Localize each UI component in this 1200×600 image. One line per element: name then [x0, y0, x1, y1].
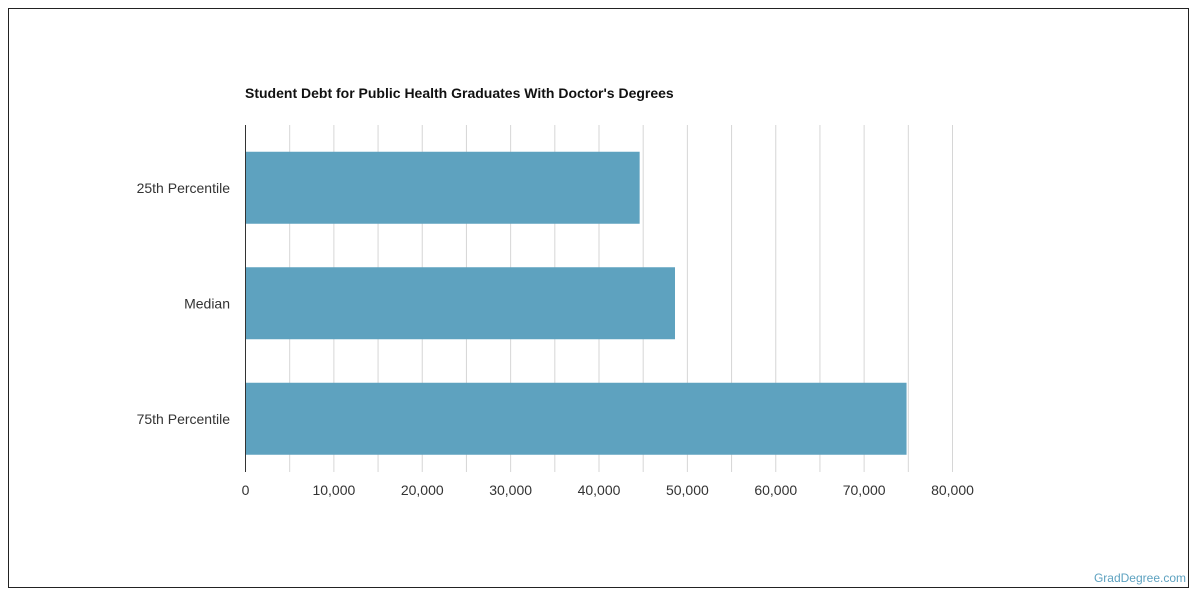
category-label: 75th Percentile	[137, 411, 231, 427]
x-tick-label: 70,000	[843, 482, 886, 498]
x-tick-label: 0	[242, 482, 250, 498]
x-tick-label: 80,000	[931, 482, 974, 498]
bar-75th-percentile	[245, 382, 907, 455]
x-tick-label: 20,000	[401, 482, 444, 498]
category-label: 25th Percentile	[137, 180, 231, 196]
x-tick-label: 10,000	[312, 482, 355, 498]
chart-title: Student Debt for Public Health Graduates…	[245, 85, 674, 101]
bar-25th-percentile	[245, 151, 640, 224]
bar-median	[245, 267, 676, 340]
chart-frame	[8, 8, 1189, 588]
x-tick-label: 50,000	[666, 482, 709, 498]
category-label: Median	[184, 295, 230, 311]
source-link[interactable]: GradDegree.com	[1093, 571, 1186, 585]
x-tick-label: 60,000	[754, 482, 797, 498]
x-tick-label: 30,000	[489, 482, 532, 498]
x-tick-label: 40,000	[578, 482, 621, 498]
